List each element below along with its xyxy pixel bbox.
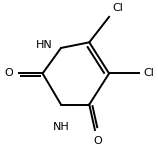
Text: Cl: Cl — [143, 68, 154, 78]
Text: NH: NH — [53, 122, 69, 132]
Text: O: O — [4, 68, 13, 78]
Text: O: O — [93, 136, 102, 146]
Text: HN: HN — [36, 40, 52, 50]
Text: Cl: Cl — [112, 3, 123, 13]
